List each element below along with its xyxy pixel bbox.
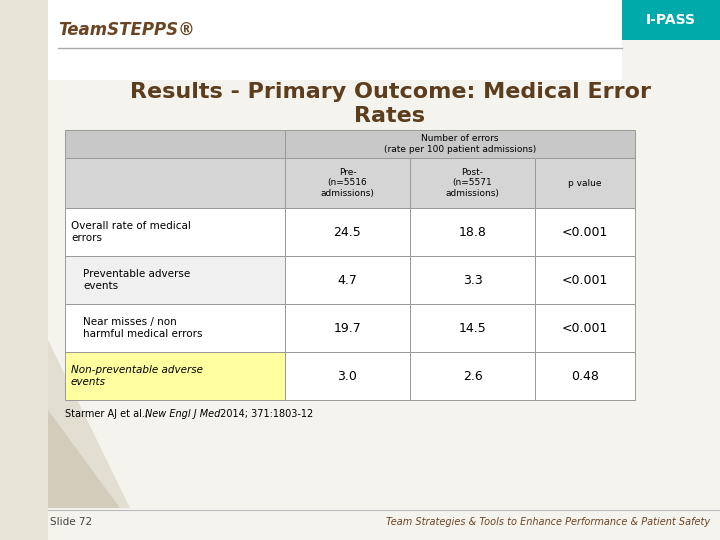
Bar: [285, 208, 410, 256]
Text: Results - Primary Outcome: Medical Error: Results - Primary Outcome: Medical Error: [130, 82, 650, 102]
Bar: [285, 256, 410, 304]
Bar: [48, 0, 622, 80]
Text: <0.001: <0.001: [562, 321, 608, 334]
Text: p value: p value: [568, 179, 602, 187]
Bar: [410, 158, 535, 208]
Bar: [285, 158, 410, 208]
Bar: [410, 256, 535, 304]
Text: 2014; 371:1803-12: 2014; 371:1803-12: [217, 409, 313, 419]
Bar: [535, 256, 635, 304]
Text: 14.5: 14.5: [459, 321, 487, 334]
Text: Overall rate of medical
errors: Overall rate of medical errors: [71, 221, 191, 243]
Bar: [285, 130, 635, 158]
Bar: [285, 352, 410, 400]
Bar: [65, 352, 285, 400]
Text: Near misses / non
harmful medical errors: Near misses / non harmful medical errors: [83, 317, 202, 339]
Bar: [410, 304, 535, 352]
Bar: [410, 208, 535, 256]
Bar: [535, 158, 635, 208]
Bar: [65, 208, 285, 256]
Text: TeamSTEPPS®: TeamSTEPPS®: [58, 21, 194, 39]
Text: Non-preventable adverse
events: Non-preventable adverse events: [71, 365, 203, 387]
Text: Slide 72: Slide 72: [50, 517, 92, 527]
Text: 3.0: 3.0: [338, 369, 357, 382]
Polygon shape: [48, 410, 120, 508]
Bar: [65, 158, 285, 208]
Text: 2.6: 2.6: [463, 369, 482, 382]
Text: Pre-
(n=5516
admissions): Pre- (n=5516 admissions): [320, 168, 374, 198]
Bar: [0, 0, 48, 540]
Text: <0.001: <0.001: [562, 273, 608, 287]
Text: Rates: Rates: [354, 106, 426, 126]
Bar: [65, 304, 285, 352]
Text: New Engl J Med: New Engl J Med: [145, 409, 220, 419]
Text: 24.5: 24.5: [333, 226, 361, 239]
Polygon shape: [48, 340, 130, 508]
Bar: [65, 256, 285, 304]
Text: Preventable adverse
events: Preventable adverse events: [83, 269, 190, 291]
Text: 3.3: 3.3: [463, 273, 482, 287]
Bar: [410, 352, 535, 400]
Bar: [285, 304, 410, 352]
Text: Number of errors
(rate per 100 patient admissions): Number of errors (rate per 100 patient a…: [384, 134, 536, 154]
Bar: [535, 352, 635, 400]
Bar: [535, 304, 635, 352]
Text: Starmer AJ et al.,: Starmer AJ et al.,: [65, 409, 151, 419]
Bar: [535, 208, 635, 256]
Text: Team Strategies & Tools to Enhance Performance & Patient Safety: Team Strategies & Tools to Enhance Perfo…: [386, 517, 710, 527]
Text: 18.8: 18.8: [459, 226, 487, 239]
Text: <0.001: <0.001: [562, 226, 608, 239]
Text: 4.7: 4.7: [338, 273, 357, 287]
Text: 19.7: 19.7: [333, 321, 361, 334]
Text: 0.48: 0.48: [571, 369, 599, 382]
Bar: [622, 0, 720, 40]
Bar: [65, 130, 285, 158]
Text: I-PASS: I-PASS: [646, 13, 696, 27]
Text: Post-
(n=5571
admissions): Post- (n=5571 admissions): [446, 168, 500, 198]
